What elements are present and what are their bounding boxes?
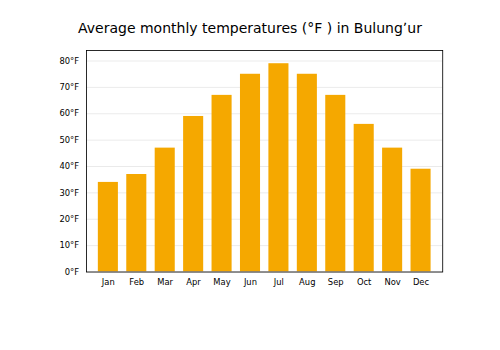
svg-text:Apr: Apr bbox=[186, 277, 201, 287]
svg-text:0°F: 0°F bbox=[65, 267, 79, 277]
svg-text:Oct: Oct bbox=[357, 277, 372, 287]
svg-text:Jul: Jul bbox=[273, 277, 284, 287]
svg-text:Aug: Aug bbox=[299, 277, 315, 287]
svg-text:10°F: 10°F bbox=[59, 240, 79, 250]
svg-text:30°F: 30°F bbox=[59, 188, 79, 198]
svg-text:Mar: Mar bbox=[157, 277, 173, 287]
svg-text:50°F: 50°F bbox=[59, 135, 79, 145]
svg-text:80°F: 80°F bbox=[59, 56, 79, 66]
svg-text:Jun: Jun bbox=[243, 277, 257, 287]
svg-text:Sep: Sep bbox=[328, 277, 344, 287]
svg-text:20°F: 20°F bbox=[59, 214, 79, 224]
svg-text:40°F: 40°F bbox=[59, 161, 79, 171]
svg-text:May: May bbox=[213, 277, 230, 287]
svg-text:Dec: Dec bbox=[413, 277, 430, 287]
html-text:Average monthly temperatures (: Average monthly temperatures (°F ) in Bu… bbox=[78, 20, 422, 36]
svg-text:Nov: Nov bbox=[384, 277, 400, 287]
svg-text:Jan: Jan bbox=[101, 277, 115, 287]
svg-text:70°F: 70°F bbox=[59, 82, 79, 92]
svg-text:Feb: Feb bbox=[129, 277, 144, 287]
svg-text:60°F: 60°F bbox=[59, 108, 79, 118]
